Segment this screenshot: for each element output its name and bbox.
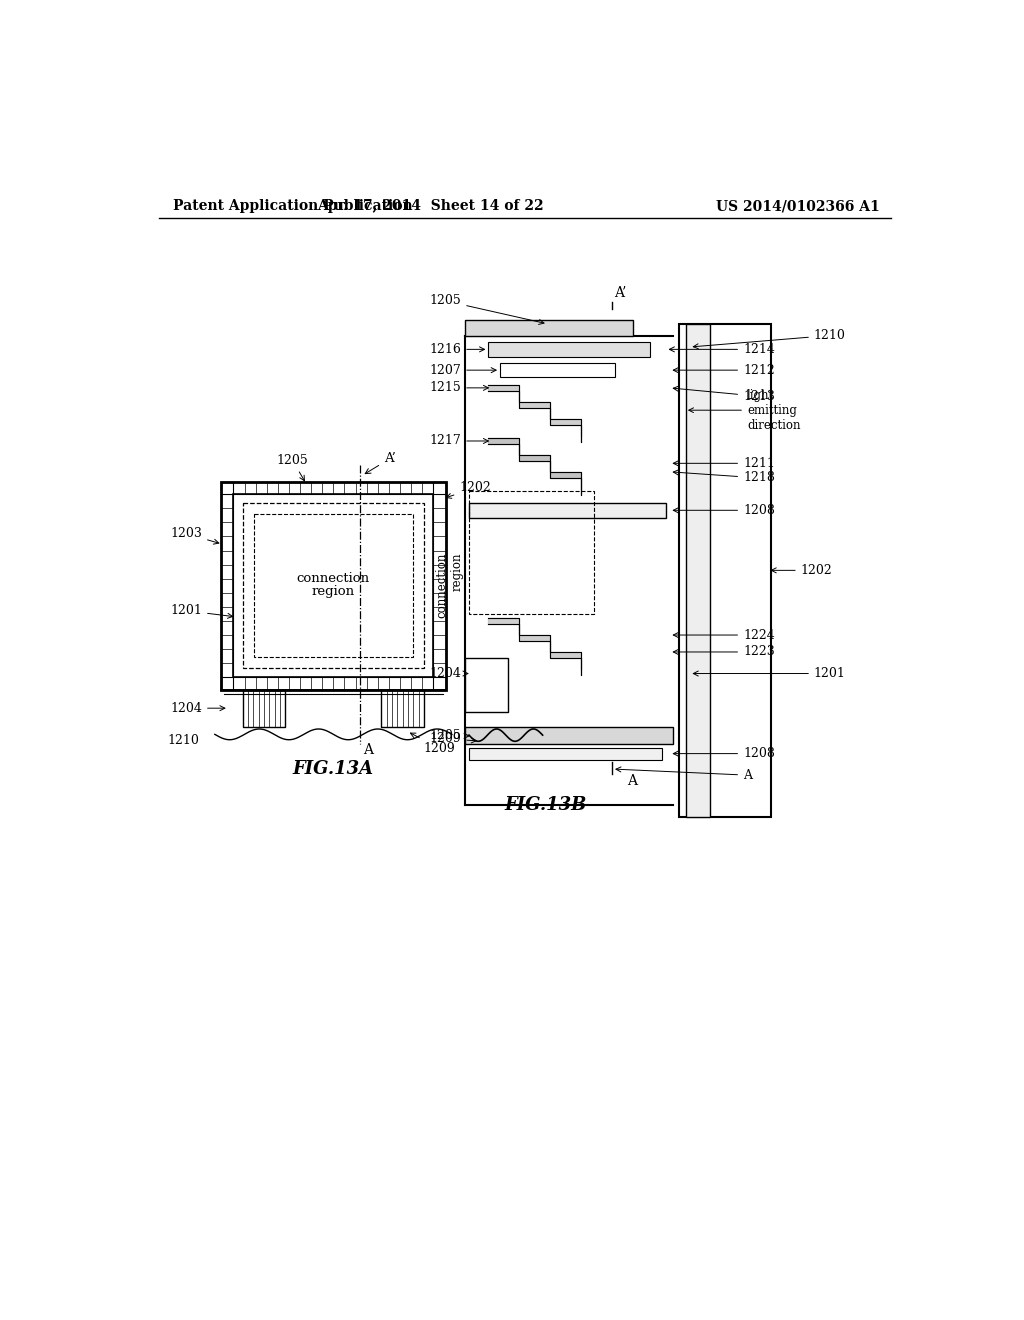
Bar [465,321,634,335]
Bar [221,677,445,689]
Text: connection
region: connection region [435,553,464,618]
Text: 1224: 1224 [674,628,775,642]
Bar [465,727,674,744]
Text: 1215: 1215 [429,381,488,395]
Text: 1205: 1205 [429,730,469,742]
Bar [500,363,615,378]
Text: 1210: 1210 [168,734,200,747]
Bar [469,748,662,760]
Text: 1204: 1204 [429,667,468,680]
Text: 1213: 1213 [673,387,775,403]
Text: A’: A’ [366,453,395,474]
Text: 1207: 1207 [429,363,497,376]
Text: FIG.13B: FIG.13B [505,796,587,814]
Bar [221,482,445,494]
Bar [233,494,433,677]
Text: 1201: 1201 [693,667,846,680]
Text: 1201: 1201 [170,605,232,618]
Text: 1209: 1209 [411,733,456,755]
Bar [243,689,286,726]
Text: 1209: 1209 [429,733,476,746]
Bar [221,482,445,689]
Text: 1210: 1210 [693,329,846,348]
Bar [679,323,771,817]
Bar [254,515,414,657]
Text: 1212: 1212 [674,363,775,376]
Polygon shape [488,385,582,442]
Bar [685,323,710,817]
Text: 1217: 1217 [429,434,488,447]
Bar [465,659,508,711]
Text: 1223: 1223 [674,645,775,659]
Text: 1208: 1208 [674,504,775,517]
Text: 1218: 1218 [673,470,775,484]
Text: A: A [615,767,752,781]
Text: Apr. 17, 2014  Sheet 14 of 22: Apr. 17, 2014 Sheet 14 of 22 [317,199,544,213]
Bar [488,342,650,358]
Bar [469,503,666,517]
Bar [469,491,594,614]
Text: connection: connection [297,572,370,585]
Text: A: A [628,775,638,788]
Text: 1203: 1203 [170,527,219,544]
Text: Patent Application Publication: Patent Application Publication [173,199,413,213]
Polygon shape [488,438,582,495]
Text: FIG.13A: FIG.13A [293,760,374,779]
Text: A: A [364,743,374,756]
Text: A’: A’ [613,286,626,300]
Text: light
emitting
direction: light emitting direction [689,388,801,432]
Text: 1208: 1208 [674,747,775,760]
Bar [221,482,233,689]
Text: 1204: 1204 [170,702,225,714]
Text: 1216: 1216 [429,343,484,356]
Text: 1211: 1211 [674,457,775,470]
Text: 1205: 1205 [429,294,544,325]
Text: region: region [312,585,355,598]
Bar [381,689,424,726]
Bar [243,503,424,668]
Bar [433,482,445,689]
Text: 1214: 1214 [670,343,775,356]
Text: 1202: 1202 [446,482,492,499]
Text: 1205: 1205 [276,454,308,480]
Polygon shape [488,618,582,675]
Text: US 2014/0102366 A1: US 2014/0102366 A1 [716,199,880,213]
Text: 1202: 1202 [771,564,833,577]
